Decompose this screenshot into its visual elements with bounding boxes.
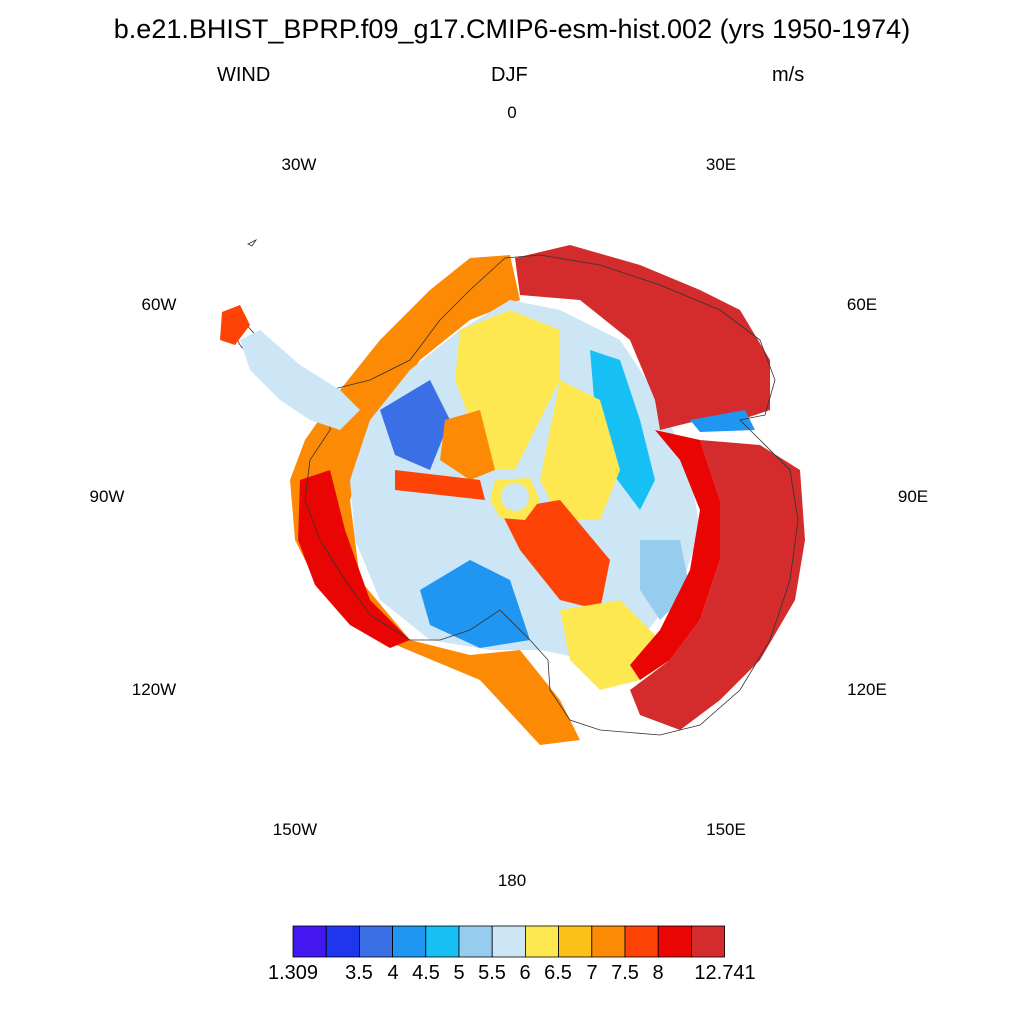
peninsula: [220, 305, 360, 430]
colorbar-label: 8: [652, 962, 664, 984]
lon-label-150e: 150E: [706, 820, 746, 839]
wind-region-peninsula-edge: [220, 305, 250, 345]
colorbar-label: 4.5: [412, 962, 440, 984]
lon-label-150w: 150W: [272, 820, 318, 839]
colorbar-label: 1.309: [267, 962, 319, 984]
lon-label-0: 0: [507, 103, 517, 122]
colorbar-swatch: [425, 925, 460, 958]
colorbar-swatch: [358, 925, 393, 958]
wind-region-red-spoke-south: [500, 500, 610, 610]
wind-region-east-bay: [690, 410, 755, 432]
wind-region-yellow-east: [540, 380, 620, 520]
subtitle-units: m/s: [772, 64, 805, 86]
lon-label-90w: 90W: [89, 487, 125, 506]
colorbar-swatch: [491, 925, 526, 958]
colorbar-swatch: [624, 925, 659, 958]
colorbar-label: 6.5: [544, 962, 572, 984]
lon-label-120e: 120E: [847, 680, 887, 699]
lon-label-30e: 30E: [705, 155, 737, 174]
wind-region-east-strong-lower: [630, 440, 805, 730]
colorbar-label: 4: [387, 962, 399, 984]
subtitle-variable: WIND: [217, 64, 271, 86]
subtitle-season: DJF: [491, 64, 528, 86]
lon-label-60e: 60E: [846, 295, 878, 314]
wind-region-east-strong: [515, 245, 770, 430]
colorbar-label: 5.5: [478, 962, 506, 984]
wind-region-peninsula: [240, 330, 360, 430]
colorbar-swatch: [292, 925, 327, 958]
wind-region-orange-nw: [440, 410, 495, 480]
colorbar-label: 12.741: [694, 962, 756, 984]
colorbar-label: 6: [519, 962, 531, 984]
colorbar-swatch: [392, 925, 427, 958]
colorbar-swatch: [458, 925, 493, 958]
colorbar-swatch: [591, 925, 626, 958]
colorbar-swatch: [558, 925, 593, 958]
lon-label-60w: 60W: [141, 295, 177, 314]
wind-region-blue-south: [420, 560, 530, 648]
lon-label-90e: 90E: [897, 487, 929, 506]
colorbar-swatch: [325, 925, 360, 958]
colorbar-label: 7: [586, 962, 598, 984]
wind-region-west-red: [298, 470, 410, 648]
colorbar-label: 7.5: [611, 962, 639, 984]
wind-region-blue-west: [380, 380, 450, 470]
wind-region-east-red-edge: [630, 430, 720, 680]
plot-title: b.e21.BHIST_BPRP.f09_g17.CMIP6-esm-hist.…: [113, 14, 911, 44]
lon-label-30w: 30W: [281, 155, 317, 174]
wind-region-red-spoke-west: [395, 470, 485, 500]
wind-region-pole-center: [501, 483, 529, 511]
colorbar-label: 3.5: [345, 962, 373, 984]
colorbar-swatch: [525, 925, 560, 958]
colorbar-swatch: [691, 925, 726, 958]
colorbar-label: 5: [453, 962, 465, 984]
wind-region-blue-east: [590, 350, 655, 510]
colorbar-swatch: [657, 925, 692, 958]
lon-label-120w: 120W: [131, 680, 177, 699]
wind-field: [290, 245, 805, 745]
lon-label-180: 180: [497, 871, 527, 890]
colorbar: [292, 925, 726, 958]
